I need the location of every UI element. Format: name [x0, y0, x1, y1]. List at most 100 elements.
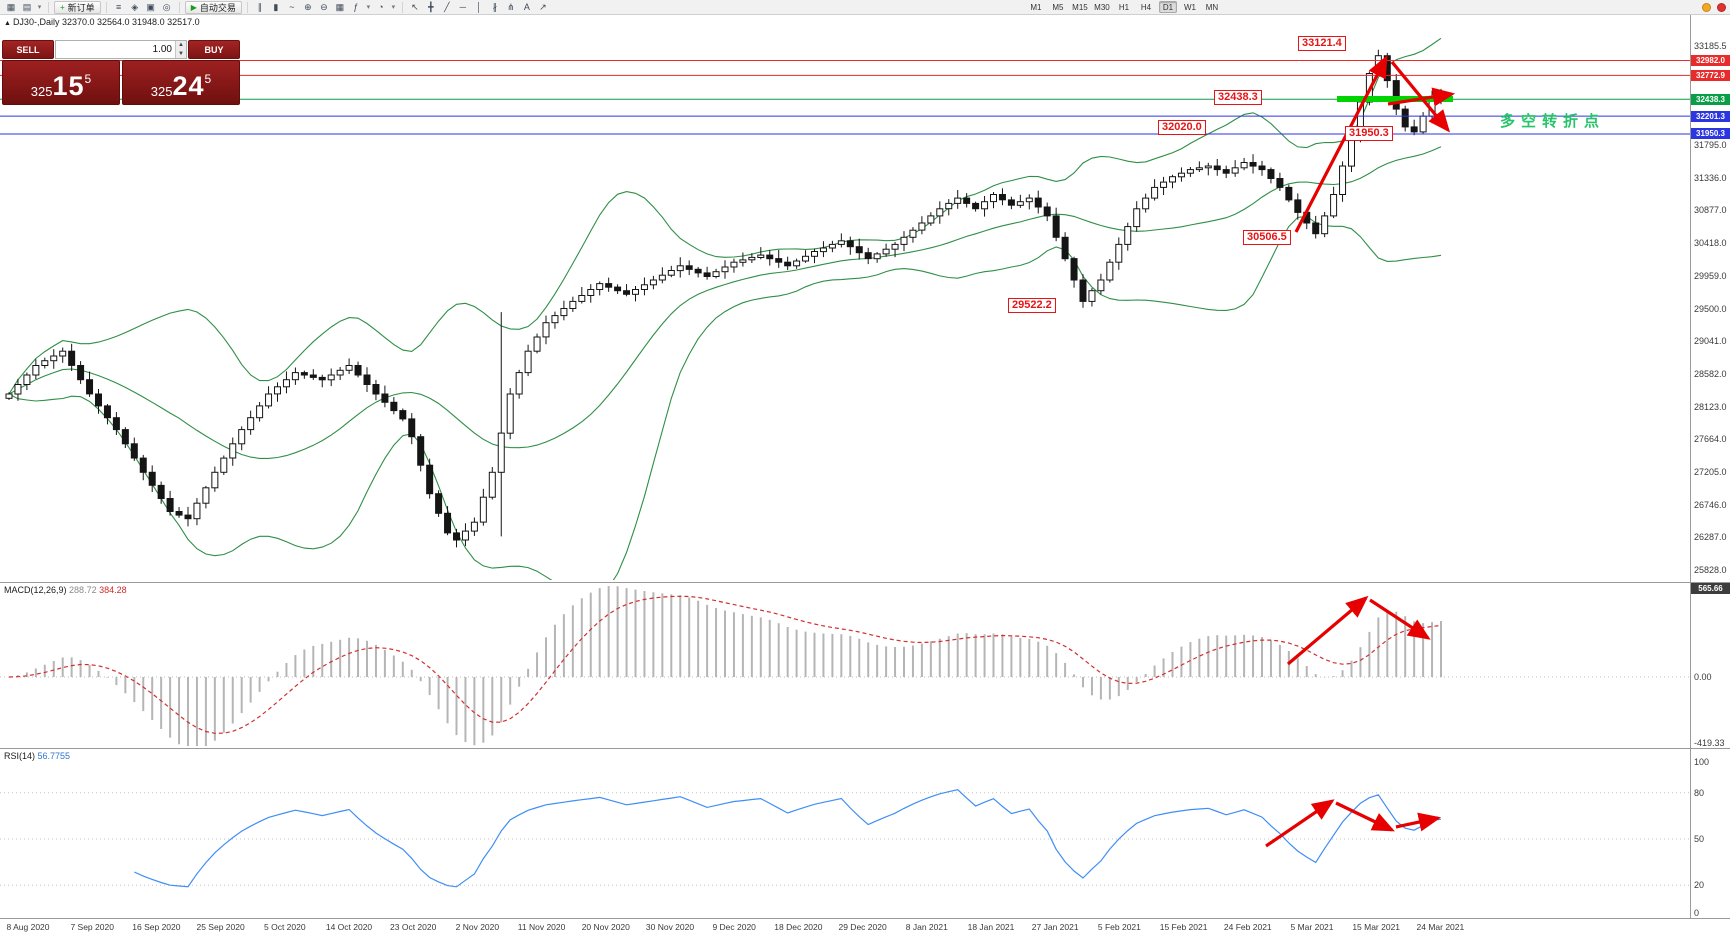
rsi-axis-label: 50 [1694, 834, 1705, 844]
timeframe-m30[interactable]: M30 [1094, 2, 1110, 12]
lot-size-field[interactable]: 1.00 ▲ ▼ [55, 40, 187, 59]
bollinger-lower-band [8, 215, 1442, 580]
zoom-in-icon[interactable]: ⊕ [304, 1, 312, 12]
strategy-tester-icon[interactable]: ◎ [162, 1, 171, 12]
alert-status-icon[interactable] [1702, 2, 1712, 12]
buy-price-big-digits: 24 [172, 71, 205, 101]
rsi-label: RSI(14) 56.7755 [4, 751, 70, 761]
price-annotation[interactable]: 30506.5 [1243, 230, 1291, 245]
timeframe-h1[interactable]: H1 [1118, 2, 1130, 12]
price-annotation[interactable]: 29522.2 [1008, 298, 1056, 313]
macd-main-value: 288.72 [69, 585, 97, 595]
sell-price-prefix: 325 [30, 84, 53, 99]
trend-arrow[interactable] [1294, 55, 1388, 233]
navigator-icon[interactable]: ◈ [131, 1, 139, 12]
price-axis-label: 29041.0 [1694, 336, 1727, 347]
sell-price-big-digits: 15 [52, 71, 85, 101]
bollinger-upper-band [8, 37, 1442, 395]
cursor-icon[interactable]: ↖ [411, 1, 419, 12]
note-text[interactable]: 多空转折点 [1500, 113, 1606, 130]
timeframe-m1[interactable]: M1 [1030, 2, 1042, 12]
price-axis-tag: 32982.0 [1691, 54, 1730, 66]
timeframe-m5[interactable]: M5 [1052, 2, 1064, 12]
price-annotation[interactable]: 32020.0 [1158, 120, 1206, 135]
price-annotation[interactable]: 31950.3 [1345, 126, 1393, 141]
trend-arrow[interactable] [1395, 812, 1442, 832]
indicators-icon[interactable]: ƒ [353, 2, 359, 12]
horizontal-line-icon[interactable]: ─ [459, 2, 467, 12]
record-status-icon[interactable] [1717, 2, 1727, 12]
rsi-line [134, 789, 1442, 888]
price-axis-tag: 32772.9 [1691, 69, 1730, 81]
price-axis-label: 27205.0 [1694, 466, 1727, 477]
lot-decrease-button[interactable]: ▼ [176, 49, 186, 58]
macd-panel [0, 586, 1690, 746]
lot-stepper: ▲ ▼ [175, 41, 186, 58]
rsi-axis-label: 20 [1694, 880, 1705, 890]
autotrading-button[interactable]: ▶ 自动交易 [184, 0, 242, 14]
new-chart-icon[interactable]: ▦ [6, 1, 16, 12]
trend-arrow[interactable] [1335, 801, 1395, 832]
price-axis-label: 26746.0 [1694, 499, 1727, 510]
tile-windows-icon[interactable]: ▦ [335, 1, 345, 12]
x-axis-label: 5 Feb 2021 [1097, 922, 1141, 932]
timeframe-mn[interactable]: MN [1205, 2, 1219, 12]
buy-price-button[interactable]: 325 24 5 [122, 60, 240, 105]
price-axis-label: 28582.0 [1694, 368, 1727, 379]
indicators-dropdown-icon[interactable]: ▾ [366, 4, 371, 11]
x-axis-label: 27 Jan 2021 [1031, 922, 1079, 932]
new-order-button[interactable]: + 新订单 [54, 0, 101, 14]
trend-arrow[interactable] [1286, 595, 1369, 666]
price-axis-label: 31336.0 [1694, 172, 1727, 183]
macd-axis-label: -419.33 [1694, 738, 1725, 748]
sell-price-button[interactable]: 325 15 5 [2, 60, 120, 105]
timeframe-m15[interactable]: M15 [1072, 2, 1088, 12]
sell-button[interactable]: SELL [2, 40, 54, 59]
price-annotation[interactable]: 33121.4 [1298, 36, 1346, 51]
zoom-out-icon[interactable]: ⊖ [320, 1, 328, 12]
timeframe-h4[interactable]: H4 [1140, 2, 1152, 12]
toolbar: ▦ ▤ ▾ + 新订单 ≡ ◈ ▣ ◎ ▶ 自动交易 ∥ ▮ ~ ⊕ ⊖ ▦ ƒ ▾ ◔ ▾ ↖ ╋ ╱ ─ │ ∦ ⋔ A ↗ M1 M5 M… [0, 0, 1730, 15]
x-axis-label: 11 Nov 2020 [517, 922, 566, 932]
periods-icon[interactable]: ◔ [378, 2, 384, 12]
symbol-ohlc: 32370.0 32564.0 31948.0 32517.0 [61, 17, 200, 27]
chart-profiles-icon[interactable]: ▤ [22, 1, 32, 12]
price-annotation[interactable]: 32438.3 [1214, 90, 1262, 105]
timeframe-w1[interactable]: W1 [1183, 2, 1196, 12]
autotrading-button-icon: ▶ [190, 2, 197, 12]
fibonacci-icon[interactable]: ⋔ [507, 1, 515, 12]
market-watch-icon[interactable]: ≡ [116, 2, 122, 12]
price-axis-tag: 32201.3 [1691, 110, 1730, 122]
arrow-object-icon[interactable]: ↗ [539, 1, 547, 12]
candlestick-chart-icon[interactable]: ▮ [273, 1, 279, 12]
trendline-icon[interactable]: ╱ [444, 1, 450, 12]
channel-icon[interactable]: ∦ [492, 1, 498, 12]
lot-value[interactable]: 1.00 [152, 44, 172, 55]
macd-axis-tag: 565.66 [1691, 583, 1730, 594]
trend-arrow[interactable] [1265, 799, 1335, 848]
trend-arrow[interactable] [1369, 598, 1431, 640]
lot-increase-button[interactable]: ▲ [176, 41, 186, 50]
toolbar-separator [246, 1, 248, 13]
trend-arrow[interactable] [1390, 60, 1451, 133]
bar-chart-icon[interactable]: ∥ [257, 1, 263, 12]
profiles-dropdown-icon[interactable]: ▾ [37, 4, 42, 11]
trend-arrow[interactable] [1387, 87, 1456, 107]
buy-button[interactable]: BUY [188, 40, 240, 59]
line-chart-icon[interactable]: ~ [289, 2, 295, 12]
one-click-trading-panel: SELL 1.00 ▲ ▼ BUY 325 15 5 325 24 5 [2, 40, 240, 105]
x-axis-label: 2 Nov 2020 [455, 922, 500, 932]
x-axis-label: 24 Feb 2021 [1223, 922, 1272, 932]
terminal-icon[interactable]: ▣ [146, 1, 155, 12]
new-order-button-icon: + [60, 2, 65, 12]
x-axis-label: 15 Mar 2021 [1352, 922, 1401, 932]
text-label-icon[interactable]: A [523, 2, 530, 12]
x-axis-label: 8 Aug 2020 [6, 922, 50, 932]
vertical-line-icon[interactable]: │ [476, 2, 482, 12]
crosshair-icon[interactable]: ╋ [428, 1, 434, 12]
support-highlight-bar[interactable] [1337, 96, 1453, 102]
timeframe-d1[interactable]: D1 [1158, 1, 1177, 13]
periods-dropdown-icon[interactable]: ▾ [391, 4, 396, 11]
